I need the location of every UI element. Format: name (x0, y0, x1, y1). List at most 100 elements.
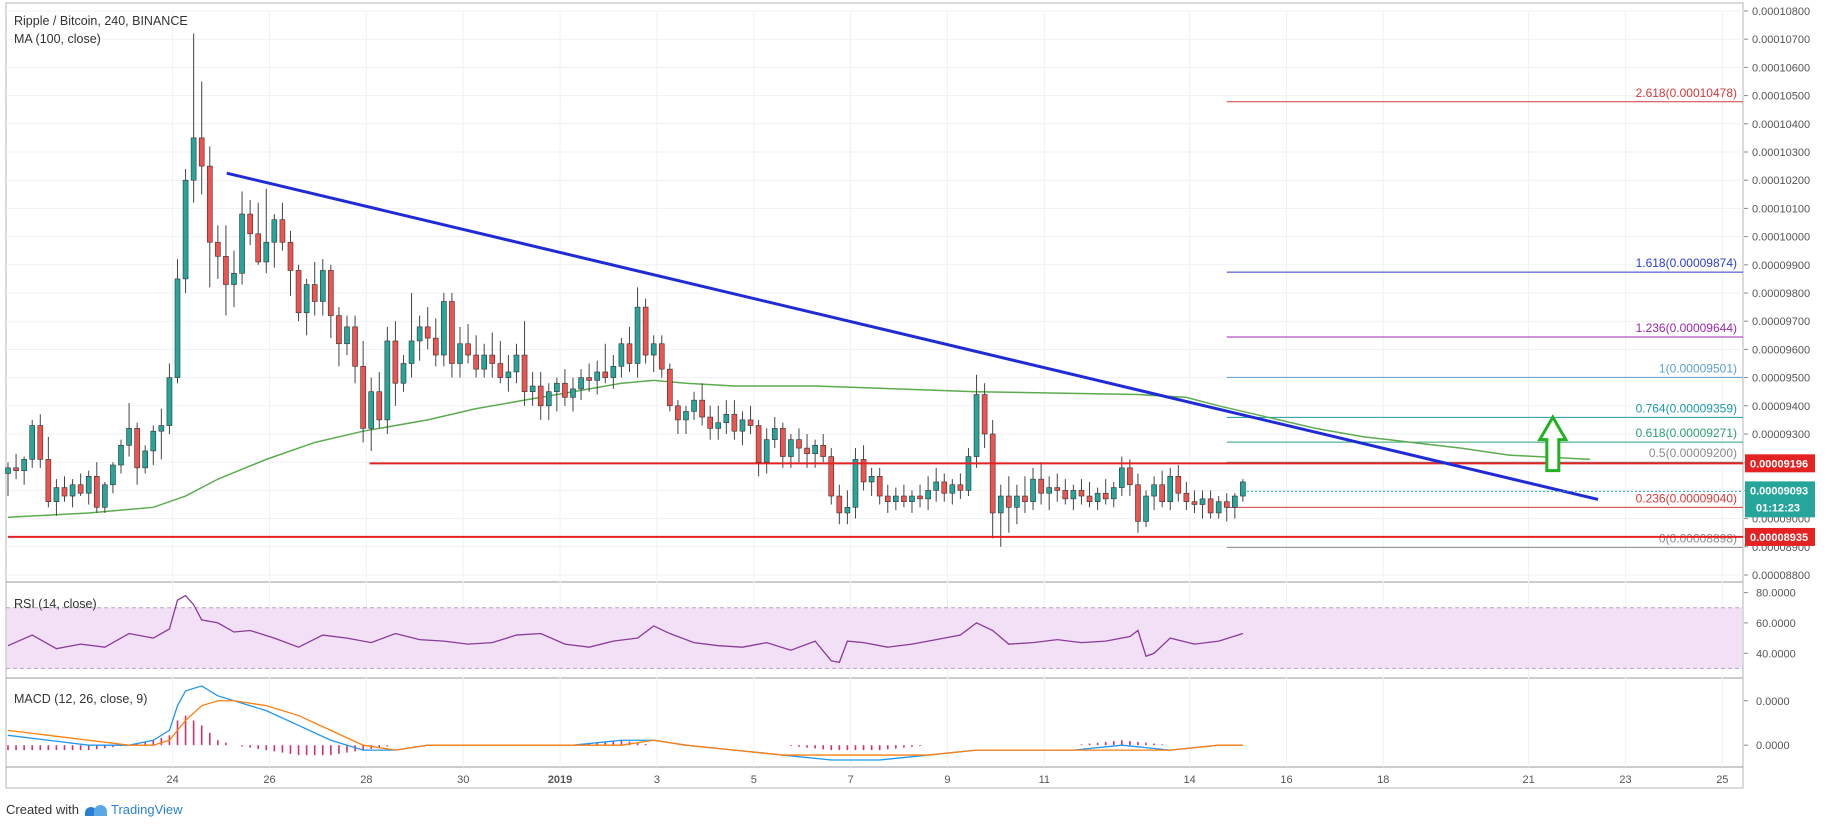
candle-body (788, 439, 794, 457)
candle (110, 462, 116, 494)
candle (1240, 479, 1246, 502)
x-tick-label: 2019 (548, 774, 572, 786)
x-tick-label: 28 (360, 774, 372, 786)
candle-body (820, 444, 826, 457)
candle-body (271, 219, 278, 243)
candle-body (796, 439, 802, 449)
candle (763, 428, 770, 474)
candle (77, 473, 84, 497)
candle (650, 335, 657, 372)
candle-body (836, 495, 843, 514)
candle-body (884, 495, 891, 502)
time-axis: 24 26 28 30 2019 3 5 7 9 11 14 16 18 21 23 25 (167, 774, 1729, 786)
candle (150, 425, 157, 466)
candle (691, 391, 697, 420)
candle-body (997, 495, 1004, 514)
candle (5, 462, 11, 497)
candle (731, 400, 738, 440)
price-plot: 2.618(0.00010478) 1.618(0.00009874) 1.236(… (5, 33, 1743, 548)
macd-tick-label: 0.0000 (1756, 740, 1790, 752)
candle-body (29, 425, 36, 460)
price-level-label (1745, 454, 1815, 473)
candle-body (1062, 490, 1069, 500)
candle (1167, 467, 1174, 511)
candle (828, 448, 835, 505)
candle (804, 434, 810, 468)
fib-level-label: 1(0.00009501) (1659, 361, 1737, 375)
candle (642, 298, 649, 364)
candle (537, 371, 544, 420)
candle (1232, 493, 1238, 519)
candle (449, 293, 455, 378)
candle-body (642, 306, 649, 356)
candle-body (1240, 481, 1246, 497)
candle-body (360, 366, 366, 429)
candle-body (618, 343, 625, 367)
candle-body (13, 467, 19, 471)
candle (102, 481, 108, 513)
candle-body (1078, 490, 1085, 497)
candle (1127, 459, 1133, 497)
candle-body (933, 481, 939, 491)
tradingview-link[interactable]: TradingView (110, 802, 183, 817)
x-tick-label: 7 (848, 774, 854, 786)
candle (328, 264, 334, 339)
candle-body (392, 340, 399, 384)
candle-body (1110, 487, 1117, 500)
candle (876, 467, 883, 505)
candle (925, 476, 931, 511)
candle (465, 324, 471, 364)
candle-body (893, 495, 899, 502)
candle (610, 355, 617, 389)
candle-body (941, 481, 948, 494)
y-tick-label: 0.00010500 (1752, 91, 1810, 103)
x-tick-label: 9 (944, 774, 950, 786)
candle (1175, 465, 1182, 502)
candle-body (1102, 492, 1109, 500)
candle (941, 473, 948, 502)
rsi-tick-label: 40.0000 (1756, 648, 1796, 660)
candle (626, 326, 633, 372)
candle-body (408, 340, 415, 364)
candle-body (634, 306, 641, 364)
candle (126, 402, 132, 457)
candle (215, 225, 221, 279)
candle-body (707, 416, 713, 429)
candle (1046, 476, 1052, 511)
candle (497, 340, 504, 384)
candle (295, 264, 302, 322)
candle-body (594, 371, 600, 381)
candle-body (852, 459, 859, 508)
candle (223, 225, 229, 316)
candle-body (465, 343, 471, 356)
candle (1110, 481, 1117, 508)
main-grid (5, 2, 1744, 789)
candle-body (683, 411, 689, 421)
candle (909, 490, 915, 513)
candle (658, 335, 665, 378)
ma100-line (7, 379, 1590, 518)
macd-signal-line (7, 700, 1243, 756)
trend-line (226, 171, 1599, 501)
candle-body (763, 439, 770, 463)
ma-indicator-label: MA (100, close) (14, 32, 101, 46)
candle-body (344, 326, 350, 345)
candle-body (844, 507, 851, 514)
y-tick-label: 0.00010300 (1752, 147, 1810, 159)
y-tick-label: 0.00009900 (1752, 260, 1810, 272)
candle-body (578, 377, 584, 390)
created-with-label: Created with (6, 802, 79, 817)
y-tick-label: 0.00010400 (1752, 119, 1810, 131)
candle (618, 338, 625, 378)
candle (158, 408, 165, 460)
fib-level-label: 0.5(0.00009200) (1649, 446, 1737, 460)
candle (1070, 484, 1077, 511)
candle-body (311, 284, 318, 302)
chart-frame (5, 2, 1744, 789)
candle (973, 374, 980, 468)
candle (949, 479, 956, 505)
candle-body (45, 459, 52, 502)
candle (1143, 490, 1149, 528)
macd-pane: 0.0000 0.0000 (7, 685, 1790, 761)
candle (489, 332, 496, 378)
